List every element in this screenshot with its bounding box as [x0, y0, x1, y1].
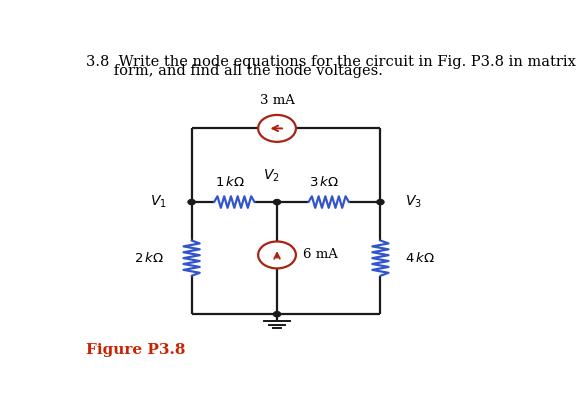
Text: $V_2$: $V_2$ [263, 168, 280, 184]
Text: $2\,k\Omega$: $2\,k\Omega$ [134, 251, 164, 265]
Text: form, and find all the node voltages.: form, and find all the node voltages. [86, 64, 383, 78]
Text: 3.8  Write the node equations for the circuit in Fig. P3.8 in matrix: 3.8 Write the node equations for the cir… [86, 55, 576, 69]
Text: 6 mA: 6 mA [303, 248, 338, 261]
Text: $1\,k\Omega$: $1\,k\Omega$ [215, 175, 245, 188]
Text: 3 mA: 3 mA [260, 94, 295, 107]
Text: $4\,k\Omega$: $4\,k\Omega$ [405, 251, 435, 265]
Circle shape [273, 312, 281, 317]
Text: Figure P3.8: Figure P3.8 [86, 344, 186, 357]
Circle shape [377, 200, 384, 205]
Circle shape [188, 200, 195, 205]
Text: $V_1$: $V_1$ [150, 194, 167, 210]
Circle shape [273, 200, 281, 205]
Text: $V_3$: $V_3$ [405, 194, 422, 210]
Text: $3\,k\Omega$: $3\,k\Omega$ [309, 175, 339, 188]
